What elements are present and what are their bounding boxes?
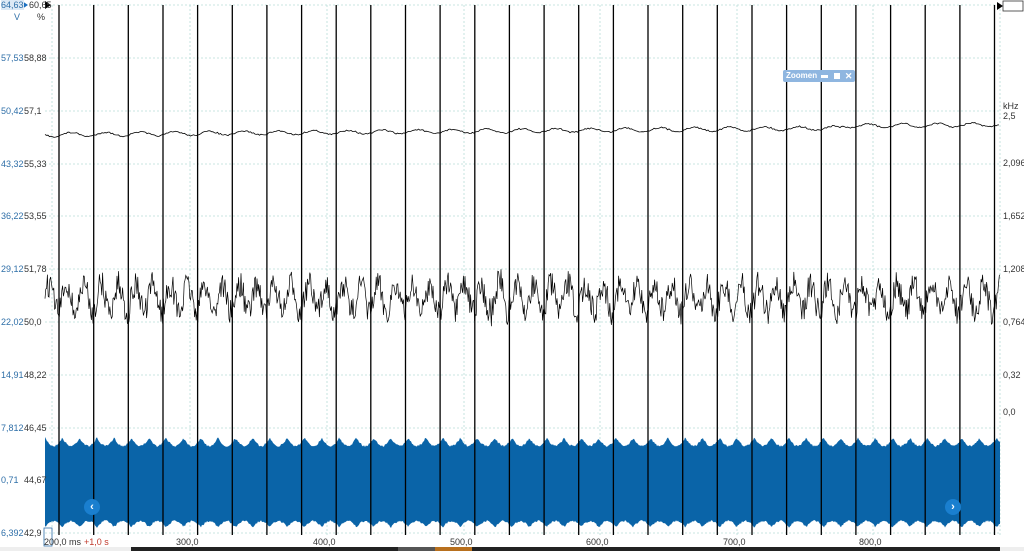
timeline-window[interactable] [398, 547, 435, 551]
percent-unit: % [37, 12, 46, 22]
spike-trace [58, 5, 996, 535]
frequency-tick: 2,5 [1003, 111, 1016, 121]
time-tick: 600,0 [586, 537, 609, 547]
voltage-tick: 29,12 [1, 264, 24, 274]
percent-tick: 57,1 [24, 106, 42, 116]
frequency-unit: kHz [1003, 101, 1019, 111]
trigger-marker-icon[interactable] [997, 2, 1003, 10]
percent-tick: 42,9 [24, 528, 42, 538]
time-offset-label: +1,0 s [84, 537, 109, 547]
voltage-tick: 14,91 [1, 370, 24, 380]
voltage-tick: 50,42 [1, 106, 24, 116]
time-tick: 700,0 [723, 537, 746, 547]
frequency-trace [44, 122, 1000, 138]
timeline-track[interactable] [131, 547, 1000, 551]
percent-tick: 50,0 [24, 317, 42, 327]
square-icon[interactable] [833, 73, 840, 79]
zoom-label: Zoomen [786, 71, 818, 80]
voltage-tick: 7,812 [1, 423, 24, 433]
blue-trace [45, 437, 1000, 528]
percent-tick: 60,65 [29, 0, 52, 10]
time-tick: 400,0 [313, 537, 336, 547]
timeline-position[interactable] [435, 547, 472, 551]
frequency-tick: 0,32 [1003, 370, 1021, 380]
frequency-tick: 1,208 [1003, 264, 1024, 274]
voltage-tick: 57,53 [1, 53, 24, 63]
frequency-tick: 1,652 [1003, 211, 1024, 221]
voltage-tick: 22,02 [1, 317, 24, 327]
percent-tick: 48,22 [24, 370, 47, 380]
right-channel-marker[interactable] [1002, 0, 1024, 12]
chevron-right-icon[interactable]: › [945, 499, 961, 515]
percent-tick: 46,45 [24, 423, 47, 433]
percent-tick: 55,33 [24, 159, 47, 169]
percent-tick: 51,78 [24, 264, 47, 274]
time-cursor[interactable] [43, 527, 53, 547]
time-tick: 300,0 [176, 537, 199, 547]
percent-trace [44, 269, 1000, 327]
voltage-tick: 0,71 [1, 475, 19, 485]
time-tick: 500,0 [450, 537, 473, 547]
frequency-tick: 0,764 [1003, 317, 1024, 327]
time-start-label: 200,0 ms [44, 537, 82, 547]
zoom-panel[interactable]: Zoomen ✕ [783, 70, 855, 82]
timeline-scrollbar[interactable] [0, 547, 1024, 551]
time-tick: 800,0 [859, 537, 882, 547]
frequency-tick: 2,096 [1003, 158, 1024, 168]
percent-tick: 44,67 [24, 475, 47, 485]
minimize-icon[interactable] [821, 74, 829, 78]
chevron-left-icon[interactable]: ‹ [84, 499, 100, 515]
voltage-tick: 43,32 [1, 159, 24, 169]
close-icon[interactable]: ✕ [844, 71, 853, 81]
frequency-tick: 0,0 [1003, 407, 1016, 417]
voltage-unit: V [14, 12, 21, 22]
voltage-tick: 6,392 [1, 528, 24, 538]
voltage-tick: 36,22 [1, 211, 24, 221]
percent-tick: 53,55 [24, 211, 47, 221]
percent-marker-icon[interactable] [45, 1, 51, 9]
percent-tick: 58,88 [24, 53, 47, 63]
voltage-tick: 64,63 [1, 0, 24, 10]
